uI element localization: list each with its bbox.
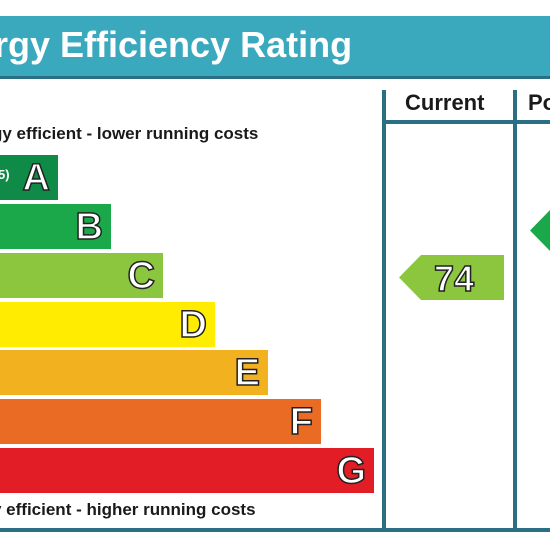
potential-rating-arrow [530, 210, 550, 251]
current-rating-arrow [399, 255, 504, 300]
band-b: B [0, 204, 111, 249]
band-g: G [0, 448, 374, 493]
band-e-letter: E [234, 351, 261, 395]
band-f-letter: F [289, 400, 314, 444]
header-divider [0, 76, 550, 79]
column-header-current: Current [405, 90, 485, 115]
header-bar: rgy Efficiency Rating [0, 16, 550, 76]
top-caption: gy efficient - lower running costs [0, 124, 259, 143]
column-header-potential: Po [528, 90, 550, 115]
current-rating-value: 74 [433, 257, 475, 300]
band-g-letter: G [336, 449, 367, 493]
column-divider-right [513, 90, 517, 530]
column-header-divider [382, 120, 550, 124]
page-title: rgy Efficiency Rating [0, 24, 353, 65]
band-f: F [0, 399, 321, 444]
band-e: E [0, 350, 268, 395]
column-divider-left [382, 90, 386, 530]
band-c: C [0, 253, 163, 298]
band-a-range: 5) [0, 167, 10, 182]
band-d-letter: D [179, 303, 208, 347]
band-a: 5) A [0, 155, 58, 200]
band-d: D [0, 302, 215, 347]
bottom-caption: y efficient - higher running costs [0, 500, 256, 519]
band-c-letter: C [127, 254, 156, 298]
table-bottom-border [0, 528, 550, 532]
band-a-letter: A [22, 156, 51, 200]
band-b-letter: B [75, 205, 104, 249]
